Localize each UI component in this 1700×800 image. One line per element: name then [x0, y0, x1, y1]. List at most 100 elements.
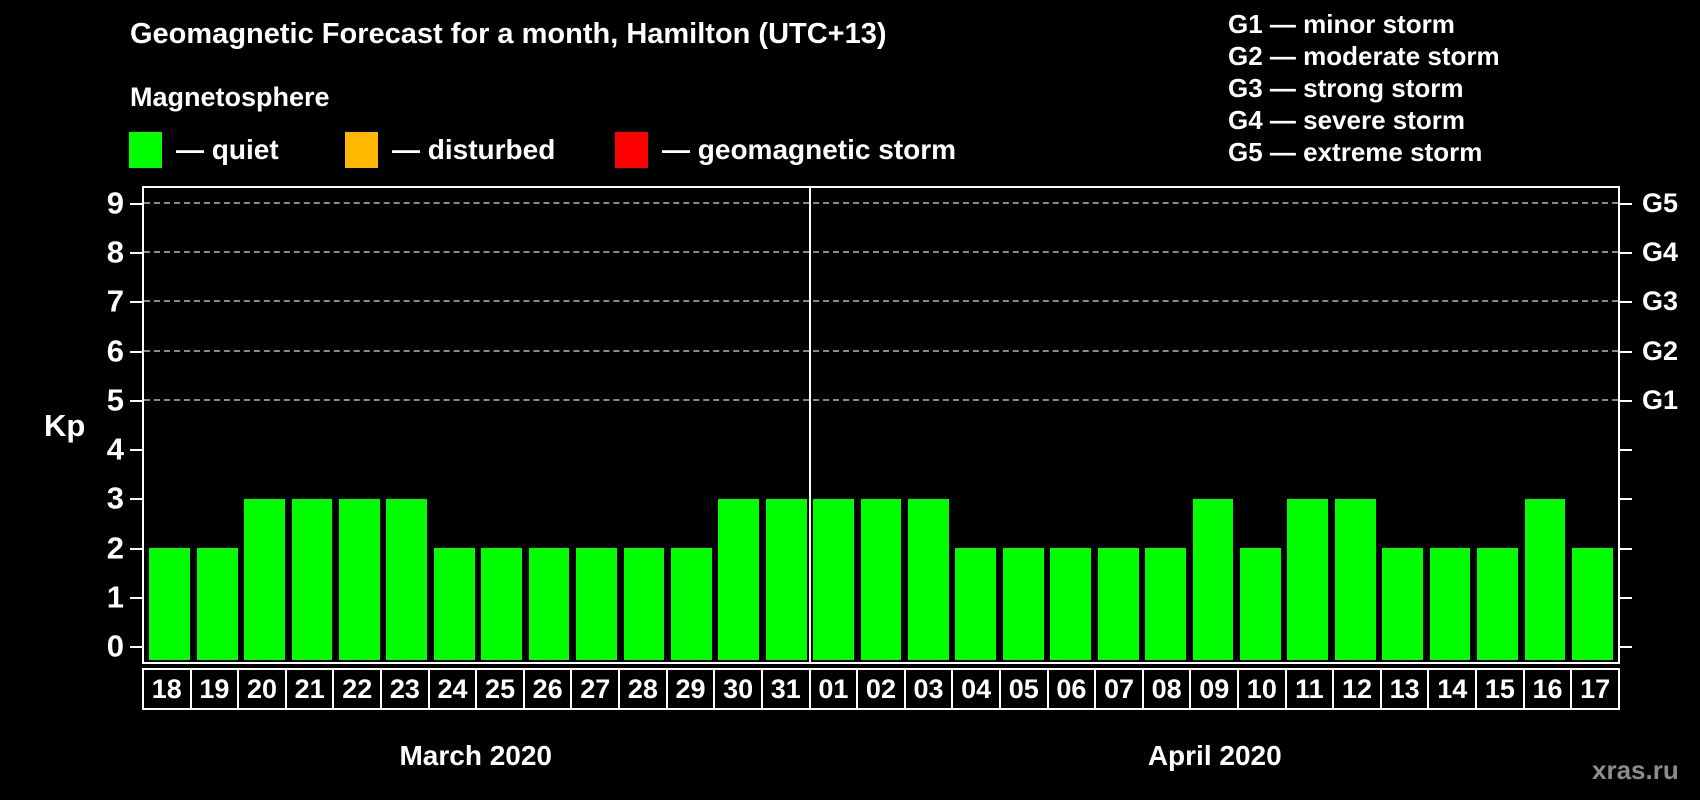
storm-color-swatch — [615, 132, 648, 168]
day-label-24: 24 — [427, 668, 478, 710]
g-scale-legend-line: G4 — severe storm — [1228, 105, 1466, 135]
kp-bar-day-06 — [1050, 547, 1092, 660]
chart-subtitle: Magnetosphere — [130, 82, 330, 112]
plot-wrap: 0 1 2 3 4 5 6 7 8 9 G1 G2 G3 G4 G5 — [107, 185, 1678, 664]
y-tick-right-kp1 — [1618, 596, 1632, 599]
gridline-kp6 — [144, 349, 1618, 352]
y-tick-label-kp3: 3 — [106, 480, 124, 516]
day-label-21: 21 — [284, 668, 335, 710]
kp-bar-day-27 — [576, 547, 617, 660]
y-tick-left-kp8 — [130, 252, 144, 255]
kp-bar-day-26 — [528, 547, 570, 660]
kp-bar-day-24 — [433, 547, 475, 660]
bar-cell-28 — [620, 190, 667, 660]
y-tick-label-kp5: 5 — [106, 382, 124, 418]
y-axis-title: Kp — [44, 408, 86, 443]
y-tick-right-kp8 — [1618, 252, 1632, 255]
kp-bar-day-10 — [1240, 547, 1281, 660]
legend-label-quiet: — quiet — [176, 134, 279, 165]
day-label-08: 08 — [1141, 668, 1192, 710]
kp-bar-day-12 — [1334, 498, 1376, 660]
day-label-07: 07 — [1094, 668, 1144, 710]
y-tick-left-kp0 — [130, 646, 144, 649]
day-label-02: 02 — [856, 668, 906, 710]
y-tick-label-kp4: 4 — [106, 431, 124, 467]
y-tick-left-kp3 — [130, 498, 144, 501]
day-label-15: 15 — [1475, 668, 1525, 710]
month-label-april: April 2020 — [1147, 740, 1282, 771]
kp-bar-day-03 — [908, 498, 949, 660]
kp-bar-day-20 — [244, 498, 285, 660]
day-label-30: 30 — [713, 668, 763, 710]
kp-bar-day-21 — [291, 498, 333, 660]
bar-cell-18 — [146, 190, 193, 660]
gridline-kp9 — [144, 201, 1618, 204]
legend-label-storm: — geomagnetic storm — [662, 134, 957, 165]
day-label-10: 10 — [1237, 668, 1287, 710]
g-level-label-g4: G4 — [1642, 236, 1679, 267]
day-label-04: 04 — [951, 668, 1001, 710]
gridline-kp8 — [144, 251, 1618, 254]
month-labels: March 2020 April 2020 — [142, 736, 1620, 776]
y-tick-right-kp4 — [1618, 449, 1632, 452]
bar-cell-01 — [810, 190, 857, 660]
kp-bar-day-11 — [1287, 498, 1329, 660]
y-tick-left-kp4 — [130, 449, 144, 452]
y-tick-right-kp7 — [1618, 301, 1632, 304]
kp-bar-day-29 — [670, 547, 712, 660]
day-label-18: 18 — [142, 668, 192, 710]
y-tick-label-kp9: 9 — [106, 185, 124, 221]
y-tick-label-kp2: 2 — [106, 529, 124, 565]
y-tick-left-kp5 — [130, 399, 144, 402]
bar-cell-22 — [336, 190, 383, 660]
legend-item-quiet: — quiet — [129, 131, 279, 169]
y-tick-left-kp6 — [130, 350, 144, 353]
bar-cell-16 — [1521, 190, 1568, 660]
kp-bar-day-07 — [1097, 547, 1139, 660]
y-tick-label-kp1: 1 — [106, 579, 124, 615]
y-tick-right-kp9 — [1618, 202, 1632, 205]
y-tick-label-kp8: 8 — [106, 234, 124, 270]
kp-bar-day-08 — [1145, 547, 1186, 660]
legend-label-disturbed: — disturbed — [392, 134, 556, 165]
y-tick-left-kp9 — [130, 202, 144, 205]
kp-bar-day-28 — [623, 547, 665, 660]
day-label-06: 06 — [1046, 668, 1097, 710]
day-label-19: 19 — [189, 668, 240, 710]
month-label-march: March 2020 — [399, 740, 553, 771]
g-scale-legend-line: G2 — moderate storm — [1228, 41, 1500, 71]
day-label-27: 27 — [570, 668, 621, 710]
kp-bar-day-18 — [149, 547, 191, 660]
chart-title: Geomagnetic Forecast for a month, Hamilt… — [130, 18, 887, 50]
day-label-05: 05 — [998, 668, 1049, 710]
watermark: xras.ru — [1592, 755, 1679, 785]
bar-cell-09 — [1189, 190, 1236, 660]
x-axis-day-labels: 18 19 20 21 22 23 24 25 26 27 28 29 30 31 01 02 03 04 05 06… — [142, 668, 1620, 710]
bar-cell-20 — [241, 190, 288, 660]
kp-bar-day-25 — [481, 547, 523, 660]
g-level-label-g2: G2 — [1642, 335, 1679, 366]
day-label-20: 20 — [237, 668, 287, 710]
day-label-23: 23 — [380, 668, 430, 710]
bar-cell-02 — [857, 190, 904, 660]
bar-cell-29 — [668, 190, 715, 660]
day-label-12: 12 — [1332, 668, 1382, 710]
g-scale-legend: G1 — minor storm G2 — moderate storm G3 … — [1228, 8, 1500, 168]
y-tick-left-kp2 — [130, 547, 144, 550]
y-tick-right-kp3 — [1618, 498, 1632, 501]
bar-cell-31 — [762, 190, 809, 660]
day-label-31: 31 — [760, 668, 811, 710]
month-divider-line — [808, 188, 811, 662]
bar-cell-23 — [383, 190, 430, 660]
gridline-kp7 — [144, 300, 1618, 303]
kp-bar-day-16 — [1524, 498, 1566, 660]
day-label-13: 13 — [1379, 668, 1430, 710]
kp-bar-day-15 — [1477, 547, 1518, 660]
bar-cell-04 — [952, 190, 999, 660]
day-label-03: 03 — [903, 668, 954, 710]
bar-cell-26 — [525, 190, 572, 660]
kp-bar-day-19 — [196, 547, 238, 660]
bar-cell-10 — [1237, 190, 1284, 660]
y-tick-right-kp6 — [1618, 350, 1632, 353]
